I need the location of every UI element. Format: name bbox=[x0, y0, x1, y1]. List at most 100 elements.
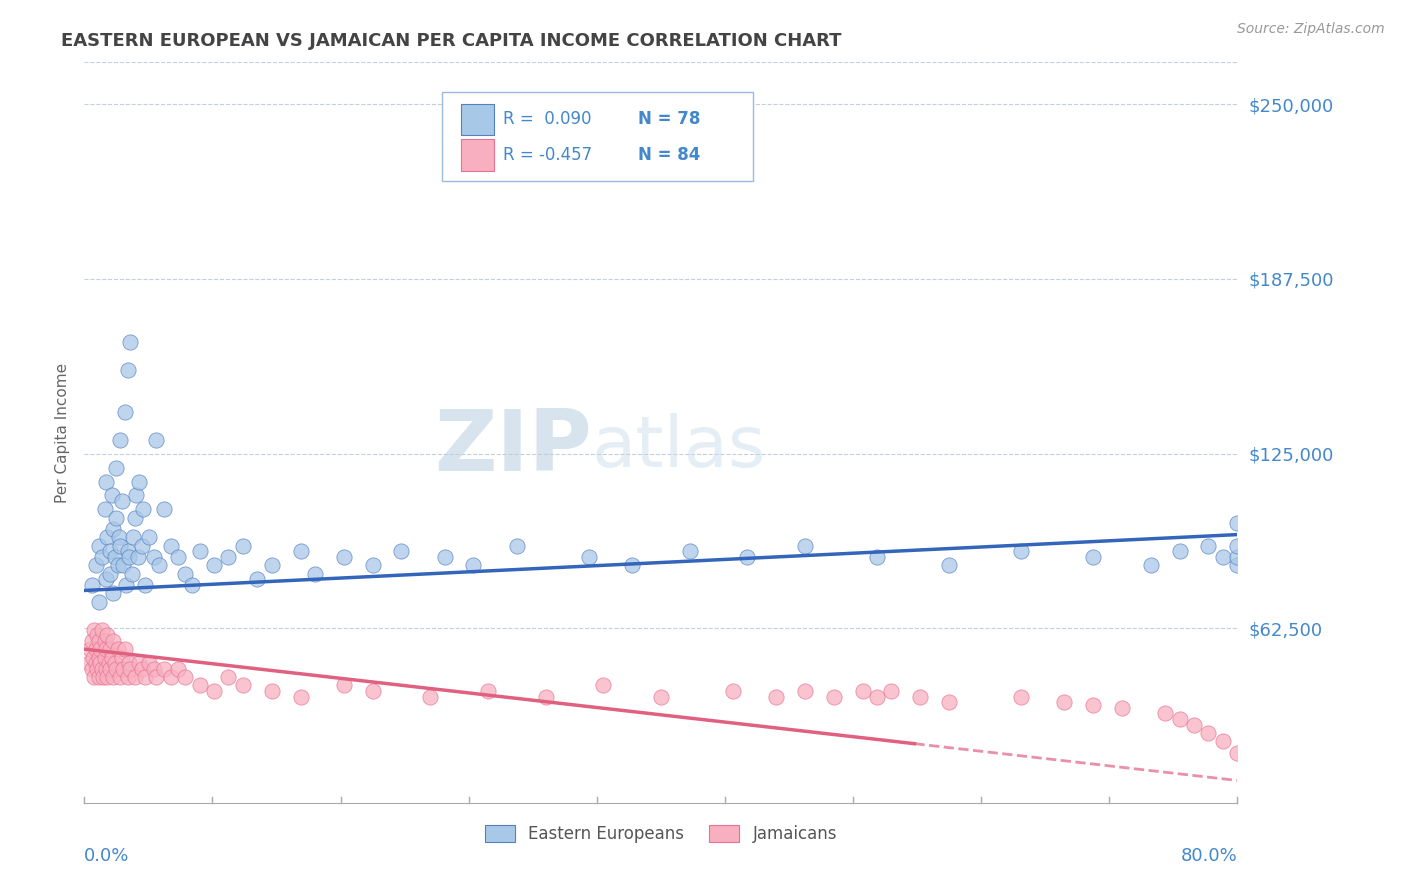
Point bbox=[1010, 544, 1032, 558]
Point bbox=[167, 662, 190, 676]
Point bbox=[89, 642, 111, 657]
Point bbox=[721, 684, 744, 698]
Point bbox=[477, 684, 499, 698]
Point bbox=[124, 511, 146, 525]
Point bbox=[114, 642, 136, 657]
Point bbox=[1226, 539, 1249, 553]
Point bbox=[93, 502, 115, 516]
Point bbox=[1198, 726, 1220, 740]
Point bbox=[463, 558, 485, 573]
Point bbox=[866, 549, 889, 564]
Point bbox=[122, 530, 145, 544]
FancyBboxPatch shape bbox=[461, 103, 494, 135]
Point bbox=[117, 670, 139, 684]
Point bbox=[290, 690, 312, 704]
Point bbox=[506, 539, 529, 553]
Point bbox=[148, 558, 170, 573]
Point bbox=[138, 530, 160, 544]
Point bbox=[80, 633, 103, 648]
Point bbox=[110, 670, 132, 684]
Point bbox=[391, 544, 413, 558]
Point bbox=[794, 539, 817, 553]
Point bbox=[96, 670, 118, 684]
Point bbox=[578, 549, 600, 564]
Point bbox=[90, 662, 112, 676]
Point bbox=[105, 511, 128, 525]
Text: N = 84: N = 84 bbox=[638, 146, 700, 164]
Point bbox=[117, 544, 139, 558]
Point bbox=[1111, 701, 1133, 715]
Point bbox=[1226, 558, 1249, 573]
Point bbox=[83, 670, 105, 684]
Text: EASTERN EUROPEAN VS JAMAICAN PER CAPITA INCOME CORRELATION CHART: EASTERN EUROPEAN VS JAMAICAN PER CAPITA … bbox=[62, 32, 842, 50]
Point bbox=[111, 650, 134, 665]
Text: R =  0.090: R = 0.090 bbox=[503, 111, 592, 128]
Point bbox=[110, 539, 132, 553]
Point bbox=[90, 623, 112, 637]
Point bbox=[118, 656, 141, 670]
Point bbox=[87, 594, 110, 608]
FancyBboxPatch shape bbox=[461, 139, 494, 170]
Point bbox=[181, 578, 204, 592]
Point bbox=[361, 684, 384, 698]
Point bbox=[232, 678, 254, 692]
Point bbox=[866, 690, 889, 704]
Point bbox=[1154, 706, 1177, 721]
Point bbox=[82, 650, 104, 665]
Point bbox=[1140, 558, 1163, 573]
Point bbox=[679, 544, 702, 558]
Point bbox=[87, 539, 110, 553]
Point bbox=[98, 544, 121, 558]
Point bbox=[218, 670, 240, 684]
Point bbox=[152, 662, 174, 676]
Point bbox=[98, 642, 121, 657]
Point bbox=[91, 670, 114, 684]
Point bbox=[90, 549, 112, 564]
Point bbox=[127, 549, 149, 564]
Point bbox=[107, 558, 129, 573]
Point bbox=[260, 684, 283, 698]
Point bbox=[111, 494, 134, 508]
Point bbox=[77, 656, 100, 670]
Point bbox=[910, 690, 932, 704]
Point bbox=[87, 633, 110, 648]
Point bbox=[1212, 734, 1234, 748]
Point bbox=[96, 530, 118, 544]
Point bbox=[167, 549, 190, 564]
Point bbox=[737, 549, 759, 564]
Point bbox=[592, 678, 614, 692]
Point bbox=[1226, 516, 1249, 531]
Point bbox=[107, 642, 129, 657]
Point bbox=[124, 670, 146, 684]
Point bbox=[202, 684, 225, 698]
Text: 80.0%: 80.0% bbox=[1181, 847, 1237, 865]
Point bbox=[145, 433, 167, 447]
Point bbox=[202, 558, 225, 573]
Point bbox=[94, 662, 117, 676]
Point bbox=[1168, 712, 1191, 726]
Point bbox=[86, 628, 108, 642]
Legend: Eastern Europeans, Jamaicans: Eastern Europeans, Jamaicans bbox=[478, 819, 844, 850]
Point bbox=[938, 558, 960, 573]
Point bbox=[333, 549, 356, 564]
Point bbox=[152, 502, 174, 516]
Point bbox=[131, 662, 153, 676]
Point bbox=[361, 558, 384, 573]
Text: R = -0.457: R = -0.457 bbox=[503, 146, 592, 164]
Text: atlas: atlas bbox=[592, 413, 766, 482]
Point bbox=[110, 433, 132, 447]
Point bbox=[128, 656, 150, 670]
Point bbox=[138, 656, 160, 670]
Point bbox=[1212, 549, 1234, 564]
Point bbox=[104, 549, 127, 564]
Point bbox=[93, 650, 115, 665]
Point bbox=[117, 363, 139, 377]
Point bbox=[433, 549, 456, 564]
Point bbox=[142, 549, 165, 564]
Point bbox=[84, 558, 107, 573]
Point bbox=[98, 662, 121, 676]
Point bbox=[100, 488, 122, 502]
Point bbox=[87, 670, 110, 684]
Text: Source: ZipAtlas.com: Source: ZipAtlas.com bbox=[1237, 22, 1385, 37]
Point bbox=[794, 684, 817, 698]
